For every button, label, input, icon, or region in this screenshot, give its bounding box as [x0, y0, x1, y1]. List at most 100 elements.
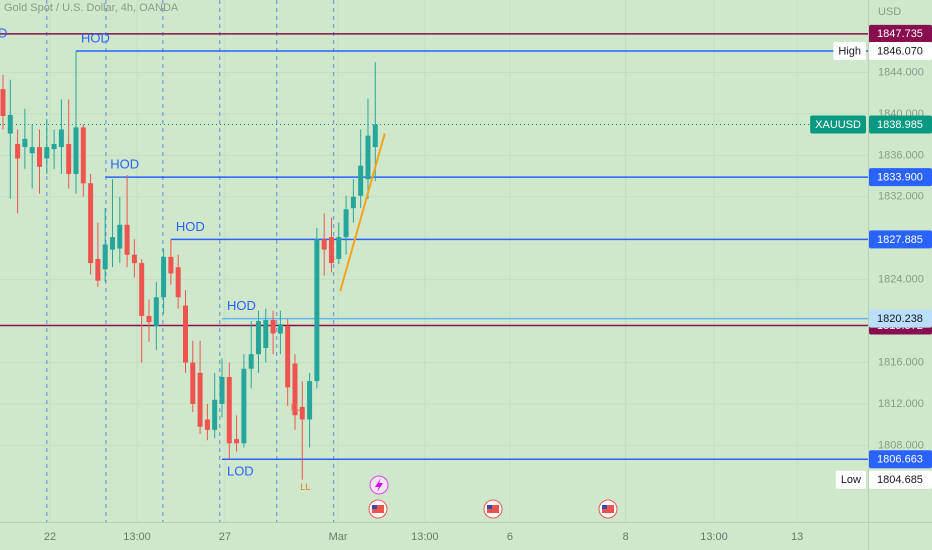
candle-body [277, 324, 283, 334]
candle-body [15, 143, 21, 159]
y-tick-label: 1824.000 [878, 274, 924, 286]
candle-body [36, 147, 42, 167]
candle-body [226, 377, 232, 444]
candle-body [80, 127, 86, 184]
candle-body [88, 183, 94, 264]
candle-body [358, 165, 364, 196]
price-tag-label: 1838.985 [877, 119, 923, 131]
marker-label: LL [291, 402, 301, 412]
candle-body [161, 256, 167, 298]
candle-body [146, 315, 152, 323]
side-tag-label: XAUUSD [815, 119, 861, 131]
candle-body [234, 439, 240, 444]
price-tag-label: 1827.885 [877, 234, 923, 246]
price-tag-label: 1806.663 [877, 454, 923, 466]
price-tag [869, 42, 932, 61]
level-text: HOD [176, 219, 205, 234]
candle-body [73, 127, 79, 174]
levels: HOD HOD HOD HOD LOD [0, 30, 868, 479]
side-tag-label: High [838, 45, 861, 57]
price-tag [869, 24, 932, 43]
x-tick-label: 8 [623, 531, 629, 543]
candle-body [58, 129, 64, 148]
candle-body [365, 135, 371, 180]
price-tag-label: 1833.900 [877, 172, 923, 184]
marker-label: LL [300, 482, 310, 492]
price-tag [869, 168, 932, 187]
candle-body [66, 143, 72, 174]
x-tick-label: Mar [329, 531, 348, 543]
candle-body [248, 354, 254, 369]
candle-body [95, 258, 101, 281]
price-tag [869, 309, 932, 328]
candle-body [124, 224, 130, 255]
x-tick-label: 13 [791, 531, 803, 543]
flag [487, 505, 492, 509]
candle-body [44, 147, 50, 159]
price-tag [869, 115, 932, 134]
price-tag [869, 470, 932, 489]
candles [0, 51, 378, 480]
side-tag-label: Low [841, 474, 861, 486]
y-tick-label: 1844.000 [878, 66, 924, 78]
chart-title: Gold Spot / U.S. Dollar, 4h, OANDA [4, 2, 179, 14]
flag [487, 505, 499, 513]
candle-body [7, 114, 13, 134]
flag [372, 505, 377, 509]
event-icon-glyph [375, 478, 383, 492]
candle-body [307, 381, 313, 420]
level-text: HOD [81, 30, 110, 45]
flag [602, 505, 607, 509]
level-text: HOD [227, 298, 256, 313]
candle-body [102, 244, 108, 270]
candle-body [314, 239, 320, 382]
candle-body [131, 254, 137, 264]
flag [372, 505, 384, 513]
candle-body [175, 267, 181, 298]
candle-body [29, 147, 35, 154]
side-tag [810, 115, 866, 134]
price-tag-label: 1820.238 [877, 313, 923, 325]
edge-label: D [0, 25, 7, 40]
side-tag [833, 42, 866, 61]
candle-body [219, 377, 225, 404]
candle-body [212, 399, 218, 430]
candle-body [270, 320, 276, 334]
candle-body [0, 89, 6, 116]
price-tag-label: 1846.070 [877, 45, 923, 57]
candle-body [139, 263, 145, 316]
x-tick-label: 13:00 [123, 531, 151, 543]
candle-body [117, 224, 123, 249]
side-tag [835, 470, 866, 489]
candle-body [197, 372, 203, 427]
candle-body [109, 237, 115, 250]
x-tick-label: 13:00 [411, 531, 439, 543]
y-tick-label: 1836.000 [878, 149, 924, 161]
event-icons [368, 475, 618, 519]
price-tag [869, 450, 932, 469]
candle-body [292, 363, 298, 416]
x-tick-label: 13:00 [700, 531, 728, 543]
candle-body [168, 256, 174, 274]
x-tick-label: 22 [44, 531, 56, 543]
y-tick-label: 1832.000 [878, 191, 924, 203]
trend-line [339, 133, 386, 292]
price-tags: 1847.735 1846.070 High 1838.985 XAUUSD 1833.9… [810, 24, 932, 489]
candle-body [190, 362, 196, 404]
grid [0, 0, 868, 522]
candle-body [328, 237, 334, 264]
overlay: LL LL [291, 133, 386, 492]
y-tick-label: 1812.000 [878, 398, 924, 410]
candle-body [51, 143, 57, 150]
candle-body [255, 321, 261, 355]
price-tag-label: 1847.735 [877, 28, 923, 40]
candle-body [321, 239, 327, 250]
level-text: HOD [110, 157, 139, 172]
candle-body [372, 124, 378, 148]
candle-body [182, 305, 188, 363]
level-text: LOD [227, 464, 254, 479]
price-tag [869, 230, 932, 249]
candle-body [350, 196, 356, 209]
